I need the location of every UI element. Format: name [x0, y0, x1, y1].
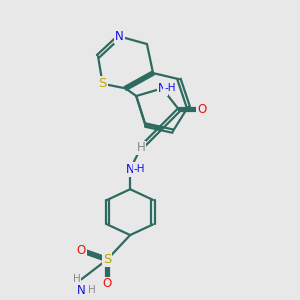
Text: O: O	[103, 278, 112, 290]
Text: H: H	[88, 285, 96, 295]
Text: N: N	[77, 284, 85, 297]
Text: N: N	[126, 163, 134, 176]
Text: H: H	[73, 274, 80, 284]
Text: O: O	[197, 103, 207, 116]
Text: S: S	[98, 77, 107, 90]
Text: N: N	[158, 82, 167, 95]
Text: H: H	[136, 142, 145, 154]
Text: -H: -H	[134, 164, 145, 174]
Text: S: S	[103, 253, 111, 266]
Text: -H: -H	[164, 83, 176, 93]
Text: N: N	[115, 30, 124, 43]
Text: O: O	[76, 244, 86, 257]
